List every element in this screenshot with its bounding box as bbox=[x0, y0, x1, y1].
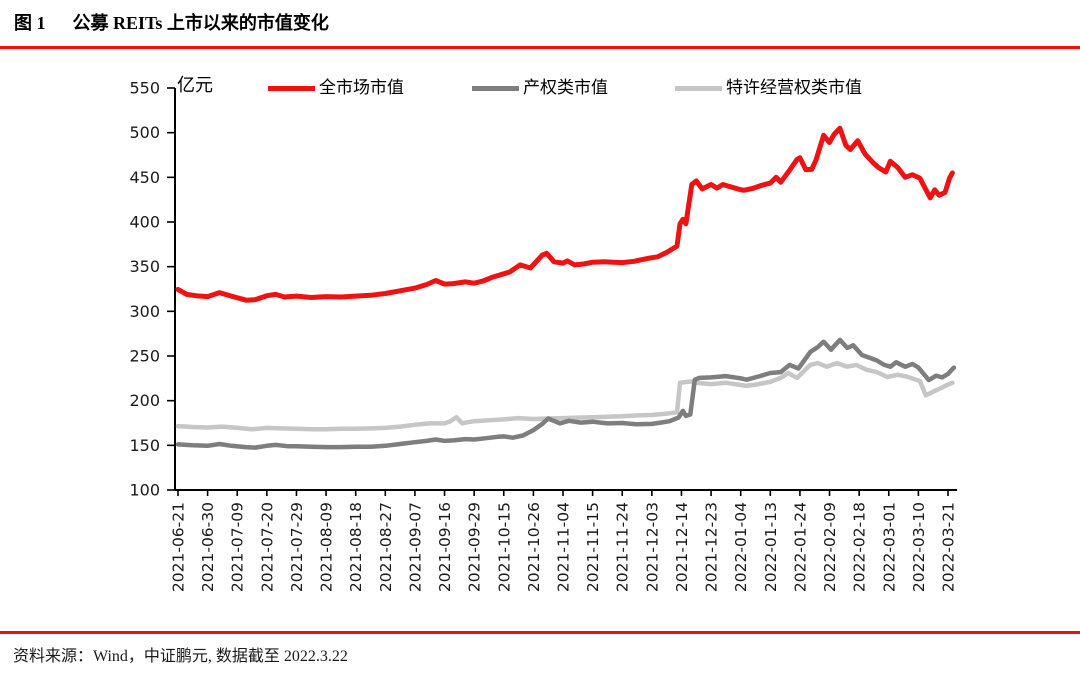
x-tick-label: 2022-01-13 bbox=[762, 502, 780, 592]
x-tick-label: 2021-09-29 bbox=[466, 502, 484, 592]
market-cap-line-chart: 100 150 200 250 300 350 400 450 500 550 2021-06-21… bbox=[129, 79, 958, 593]
x-tick-label: 2021-12-23 bbox=[703, 502, 721, 592]
source-note: 资料来源：Wind，中证鹏元, 数据截至 2022.3.22 bbox=[13, 648, 348, 665]
x-tick-label: 2021-07-20 bbox=[258, 502, 276, 592]
y-tick-label: 150 bbox=[129, 436, 160, 455]
y-tick-label: 500 bbox=[129, 123, 160, 142]
x-tick-label: 2022-03-01 bbox=[880, 502, 898, 592]
y-tick-label: 250 bbox=[129, 347, 160, 366]
x-tick-label: 2021-09-16 bbox=[436, 502, 454, 592]
y-tick-label: 350 bbox=[129, 257, 160, 276]
footer-divider-rule bbox=[0, 631, 1080, 634]
legend-label: 特许经营权类市值 bbox=[726, 78, 862, 97]
x-tick-label: 2022-03-21 bbox=[940, 502, 958, 592]
legend-line-swatch-lightgray bbox=[675, 85, 722, 91]
legend-item-property-type: 产权类市值 bbox=[472, 78, 608, 98]
y-tick-label: 300 bbox=[129, 302, 160, 321]
y-tick-label: 100 bbox=[129, 481, 160, 500]
x-tick-label: 2021-12-03 bbox=[643, 502, 661, 592]
chart-area: 100 150 200 250 300 350 400 450 500 550 2021-06-21… bbox=[0, 55, 1080, 631]
title-divider-rule bbox=[0, 46, 1080, 49]
y-tick-label: 200 bbox=[129, 391, 160, 410]
x-tick-label: 2021-08-27 bbox=[377, 502, 395, 592]
legend-item-franchise-type: 特许经营权类市值 bbox=[675, 78, 862, 98]
y-axis-unit-label: 亿元 bbox=[177, 75, 213, 95]
x-tick-label: 2022-02-09 bbox=[821, 502, 839, 592]
series-line-0 bbox=[175, 125, 955, 303]
x-tick-label: 2021-06-30 bbox=[199, 502, 217, 592]
chart-legend: 全市场市值 产权类市值 特许经营权类市值 bbox=[0, 78, 1080, 98]
x-tick-label: 2022-02-18 bbox=[851, 502, 869, 592]
legend-label: 产权类市值 bbox=[523, 78, 608, 97]
x-tick-label: 2021-11-15 bbox=[584, 502, 602, 592]
legend-item-total-market: 全市场市值 bbox=[268, 78, 404, 98]
x-tick-label: 2021-06-21 bbox=[170, 502, 188, 592]
x-tick-label: 2021-07-29 bbox=[288, 502, 306, 592]
figure-header: 图 1 公募 REITs 上市以来的市值变化 bbox=[14, 9, 329, 35]
x-tick-label: 2021-09-07 bbox=[406, 502, 424, 592]
y-tick-label: 400 bbox=[129, 213, 160, 232]
x-tick-label: 2021-12-14 bbox=[673, 502, 691, 592]
x-tick-label: 2021-07-09 bbox=[229, 502, 247, 592]
figure-title: 公募 REITs 上市以来的市值变化 bbox=[72, 13, 329, 33]
legend-line-swatch-darkgray bbox=[472, 85, 519, 91]
series-line-1 bbox=[175, 337, 957, 450]
legend-label: 全市场市值 bbox=[319, 78, 404, 97]
x-tick-label: 2022-01-04 bbox=[732, 502, 750, 592]
x-tick-label: 2021-11-24 bbox=[614, 502, 632, 592]
y-tick-label: 550 bbox=[129, 79, 160, 98]
y-tick-label: 450 bbox=[129, 168, 160, 187]
x-tick-label: 2021-11-04 bbox=[555, 502, 573, 592]
x-tick-label: 2021-10-15 bbox=[495, 502, 513, 592]
figure-number-label: 图 1 bbox=[14, 13, 46, 33]
series-line-2 bbox=[175, 360, 955, 432]
x-tick-label: 2022-01-24 bbox=[791, 502, 809, 592]
x-tick-label: 2021-10-26 bbox=[525, 502, 543, 592]
x-tick-label: 2021-08-18 bbox=[347, 502, 365, 592]
x-tick-label: 2021-08-09 bbox=[318, 502, 336, 592]
legend-line-swatch-red bbox=[268, 85, 315, 91]
x-tick-label: 2022-03-10 bbox=[910, 502, 928, 592]
